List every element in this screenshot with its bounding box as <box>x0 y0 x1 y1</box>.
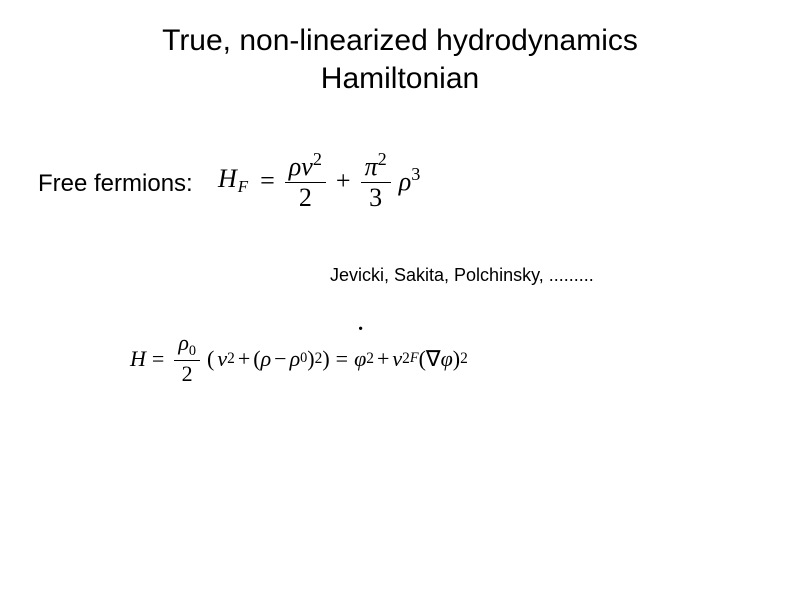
eq1-lhs: HF <box>218 164 254 198</box>
eq1-term2-num-sup: 2 <box>378 149 387 169</box>
eq1-term1-num-sup: 2 <box>313 149 322 169</box>
eq2-rhs: φ2 + v2F ( ∇ φ )2 <box>354 346 468 372</box>
eq2-frac-num-base: ρ <box>178 330 189 355</box>
eq1-lhs-var: H <box>218 164 237 193</box>
eq2-v: v <box>217 346 227 372</box>
eq1-term1-den: 2 <box>295 183 316 213</box>
eq1-term1: ρv2 2 <box>285 148 326 213</box>
title-line-1: True, non-linearized hydrodynamics <box>162 24 638 57</box>
eq2-grad-open: ( <box>419 346 426 372</box>
eq2-phidot-sup: 2 <box>366 350 374 368</box>
eq2-nabla: ∇ <box>426 346 441 372</box>
eq2-grad-close: ) <box>453 346 460 372</box>
eq1-trailing: ρ3 <box>395 164 421 197</box>
eq1-trailing-base: ρ <box>399 167 411 196</box>
eq2-paren-group: ( v2 + ( ρ − ρ0 )2 ) <box>204 346 330 372</box>
slide-title: True, non-linearized hydrodynamics Hamil… <box>50 22 750 97</box>
equation-hamiltonian: H = ρ0 2 ( v2 + ( ρ − ρ0 )2 ) = φ2 + v2F… <box>130 330 468 387</box>
eq1-lhs-sub: F <box>237 177 248 196</box>
eq2-paren-close: ) <box>322 346 329 372</box>
eq1-term2-num-base: π <box>365 152 378 181</box>
eq2-grad-sup: 2 <box>460 350 468 368</box>
eq2-plus-1: + <box>235 346 253 372</box>
free-fermions-label: Free fermions: <box>38 170 193 198</box>
eq1-trailing-sup: 3 <box>411 164 420 184</box>
eq2-vF-sub: F <box>410 350 419 367</box>
eq2-equals-2: = <box>330 346 354 372</box>
eq1-term1-num: ρv2 <box>285 148 326 183</box>
eq2-rho: ρ <box>261 346 272 372</box>
eq1-term2: π2 3 <box>361 148 391 213</box>
eq2-rho0-base: ρ <box>290 346 301 372</box>
eq2-rho0-sub: 0 <box>300 350 307 367</box>
eq2-H: H <box>130 346 146 372</box>
eq1-term1-num-base: ρv <box>289 152 313 181</box>
eq2-lhs: H = <box>130 346 170 372</box>
eq2-inner-close: ) <box>307 346 314 372</box>
eq2-v-sup: 2 <box>227 350 235 368</box>
eq2-frac-den: 2 <box>178 361 197 387</box>
eq2-inner-open: ( <box>253 346 260 372</box>
eq2-frac: ρ0 2 <box>174 330 200 387</box>
eq1-term2-den: 3 <box>365 183 386 213</box>
eq2-inner-sup: 2 <box>315 350 323 368</box>
title-line-2: Hamiltonian <box>321 62 479 95</box>
eq2-minus: − <box>271 346 289 372</box>
eq1-equals: = <box>254 166 281 196</box>
eq2-phi: φ <box>441 346 453 372</box>
eq2-equals-1: = <box>146 346 170 372</box>
equation-free-fermions: HF = ρv2 2 + π2 3 ρ3 <box>218 148 420 213</box>
eq2-vF-base: v <box>392 346 402 372</box>
eq2-vF-sup: 2 <box>402 350 410 368</box>
eq2-paren-open: ( <box>204 346 217 372</box>
slide: True, non-linearized hydrodynamics Hamil… <box>0 0 800 600</box>
eq2-phidot: φ <box>354 346 366 372</box>
eq1-plus: + <box>330 166 357 196</box>
eq2-plus-2: + <box>374 346 392 372</box>
eq2-frac-num-sub: 0 <box>189 343 196 359</box>
citation-text: Jevicki, Sakita, Polchinsky, ......... <box>330 265 594 286</box>
eq1-term2-num: π2 <box>361 148 391 183</box>
eq2-frac-num: ρ0 <box>174 330 200 361</box>
